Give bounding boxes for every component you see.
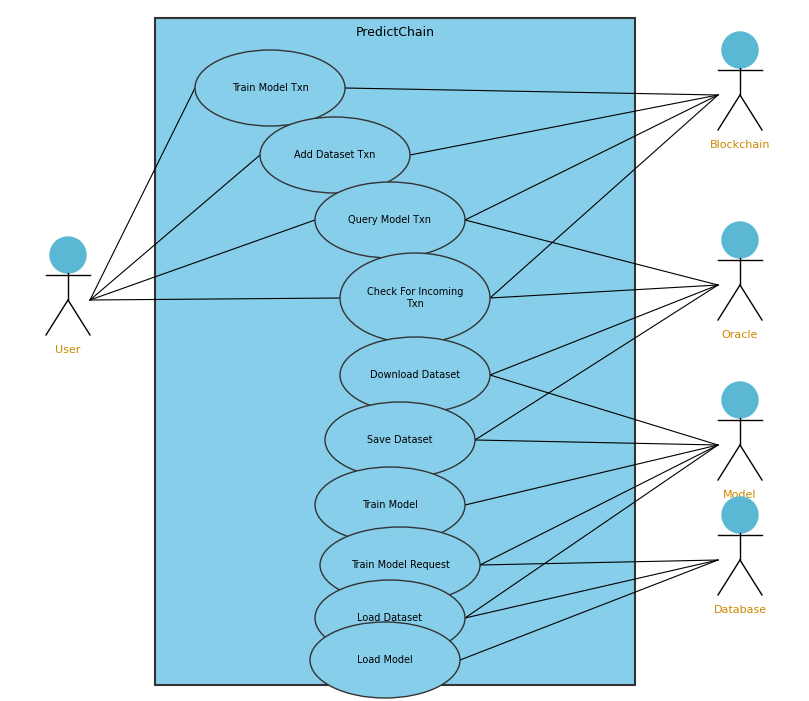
Text: Model
Node: Model Node: [723, 490, 756, 512]
Circle shape: [722, 382, 758, 418]
Text: Download Dataset: Download Dataset: [370, 370, 460, 380]
Ellipse shape: [340, 337, 490, 413]
Ellipse shape: [325, 402, 475, 478]
Ellipse shape: [315, 467, 465, 543]
Text: Check For Incoming
Txn: Check For Incoming Txn: [366, 287, 464, 309]
Ellipse shape: [195, 50, 345, 126]
Text: Save Dataset: Save Dataset: [367, 435, 433, 445]
Ellipse shape: [315, 182, 465, 258]
Text: PredictChain: PredictChain: [355, 25, 434, 39]
Text: Add Dataset Txn: Add Dataset Txn: [294, 150, 375, 160]
Ellipse shape: [320, 527, 480, 603]
Ellipse shape: [260, 117, 410, 193]
Circle shape: [722, 497, 758, 533]
Circle shape: [50, 237, 86, 273]
Ellipse shape: [340, 253, 490, 343]
Circle shape: [722, 222, 758, 258]
Text: Blockchain: Blockchain: [709, 140, 770, 150]
Text: Database: Database: [714, 605, 767, 615]
Bar: [155, 18, 635, 685]
Text: Train Model Txn: Train Model Txn: [231, 83, 308, 93]
Text: Query Model Txn: Query Model Txn: [349, 215, 431, 225]
Text: User: User: [55, 345, 81, 355]
Text: Train Model Request: Train Model Request: [350, 560, 450, 570]
Text: Train Model: Train Model: [362, 500, 418, 510]
Text: Oracle: Oracle: [722, 330, 758, 340]
Text: Load Model: Load Model: [357, 655, 413, 665]
Circle shape: [722, 32, 758, 68]
Ellipse shape: [315, 580, 465, 656]
Text: Load Dataset: Load Dataset: [358, 613, 422, 623]
Ellipse shape: [310, 622, 460, 698]
